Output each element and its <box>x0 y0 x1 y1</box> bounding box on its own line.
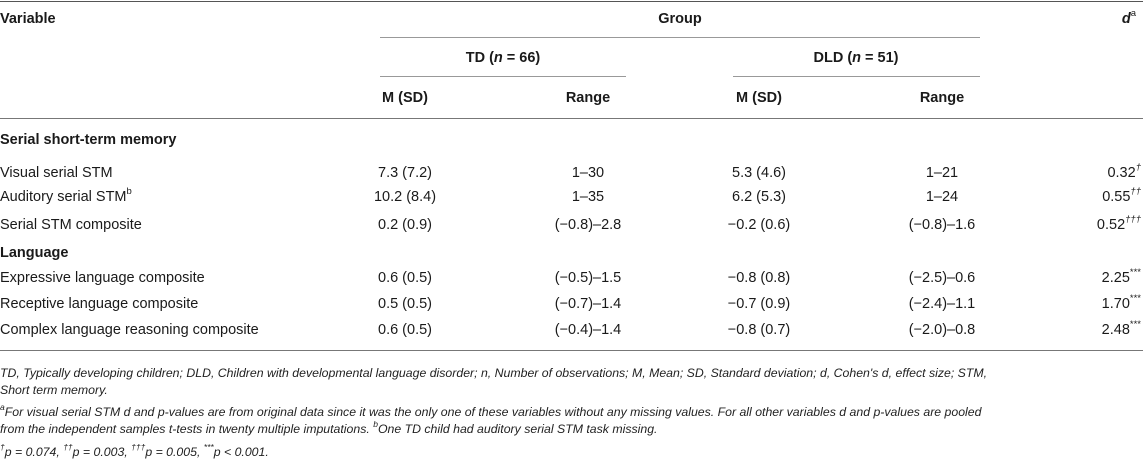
cell-dld-msd: 5.3 (4.6) <box>732 165 786 181</box>
cell-td-msd: 7.3 (7.2) <box>378 165 432 181</box>
td-rule <box>380 76 626 77</box>
footnote-a-line2: from the independent samples t-tests in … <box>0 418 658 436</box>
header-dld-range: Range <box>919 90 965 106</box>
footnote-abbrev-line1: TD, Typically developing children; DLD, … <box>0 366 988 380</box>
row-variable: Expressive language composite <box>0 270 205 286</box>
cell-d: 0.55†† <box>1102 186 1141 205</box>
section-title: Language <box>0 245 69 261</box>
header-d: da <box>1121 8 1137 27</box>
cell-dld-range: 1–24 <box>925 189 959 205</box>
header-td-range: Range <box>565 90 611 106</box>
table-top-rule <box>0 1 1143 2</box>
cell-dld-msd: −0.7 (0.9) <box>727 296 791 312</box>
cell-dld-msd: −0.8 (0.7) <box>727 322 791 338</box>
row-variable: Visual serial STM <box>0 165 113 181</box>
cell-td-msd: 0.6 (0.5) <box>378 270 432 286</box>
row-variable: Serial STM composite <box>0 217 142 233</box>
footnote-a-line1: aFor visual serial STM d and p-values ar… <box>0 401 982 419</box>
cell-dld-range: 1–21 <box>925 165 959 181</box>
footnote-pvalues: †p = 0.074, ††p = 0.003, †††p = 0.005, *… <box>0 441 269 459</box>
section-title: Serial short-term memory <box>0 132 177 148</box>
header-group: Group <box>658 11 702 27</box>
cell-d: 0.32† <box>1107 162 1141 181</box>
cell-td-msd: 0.2 (0.9) <box>378 217 432 233</box>
cell-dld-msd: 6.2 (5.3) <box>732 189 786 205</box>
row-variable: Complex language reasoning composite <box>0 322 259 338</box>
table-bottom-rule <box>0 350 1143 351</box>
header-dld-msd: M (SD) <box>736 90 782 106</box>
cell-td-msd: 0.5 (0.5) <box>378 296 432 312</box>
cell-td-range: 1–30 <box>571 165 605 181</box>
cell-d: 1.70*** <box>1101 293 1141 312</box>
group-rule <box>380 37 980 38</box>
cell-d: 2.25*** <box>1101 267 1141 286</box>
header-rule <box>0 118 1143 119</box>
cell-td-range: (−0.4)–1.4 <box>554 322 622 338</box>
header-td-group: TD (n = 66) <box>465 50 541 66</box>
cell-dld-msd: −0.2 (0.6) <box>727 217 791 233</box>
cell-d: 0.52††† <box>1096 214 1141 233</box>
cell-dld-range: (−2.0)–0.8 <box>908 322 976 338</box>
header-dld-group: DLD (n = 51) <box>813 50 899 66</box>
cell-td-msd: 10.2 (8.4) <box>373 189 437 205</box>
cell-td-range: (−0.7)–1.4 <box>554 296 622 312</box>
cell-dld-msd: −0.8 (0.8) <box>727 270 791 286</box>
dld-rule <box>733 76 980 77</box>
cell-dld-range: (−0.8)–1.6 <box>908 217 976 233</box>
row-variable: Receptive language composite <box>0 296 199 312</box>
cell-td-range: 1–35 <box>571 189 605 205</box>
header-td-msd: M (SD) <box>382 90 428 106</box>
cell-td-range: (−0.5)–1.5 <box>554 270 622 286</box>
cell-td-range: (−0.8)–2.8 <box>554 217 622 233</box>
cell-dld-range: (−2.5)–0.6 <box>908 270 976 286</box>
header-variable: Variable <box>0 11 56 27</box>
cell-dld-range: (−2.4)–1.1 <box>908 296 976 312</box>
cell-td-msd: 0.6 (0.5) <box>378 322 432 338</box>
footnote-abbrev-line2: Short term memory. <box>0 383 108 397</box>
cell-d: 2.48*** <box>1101 319 1141 338</box>
row-variable: Auditory serial STMb <box>0 186 132 205</box>
